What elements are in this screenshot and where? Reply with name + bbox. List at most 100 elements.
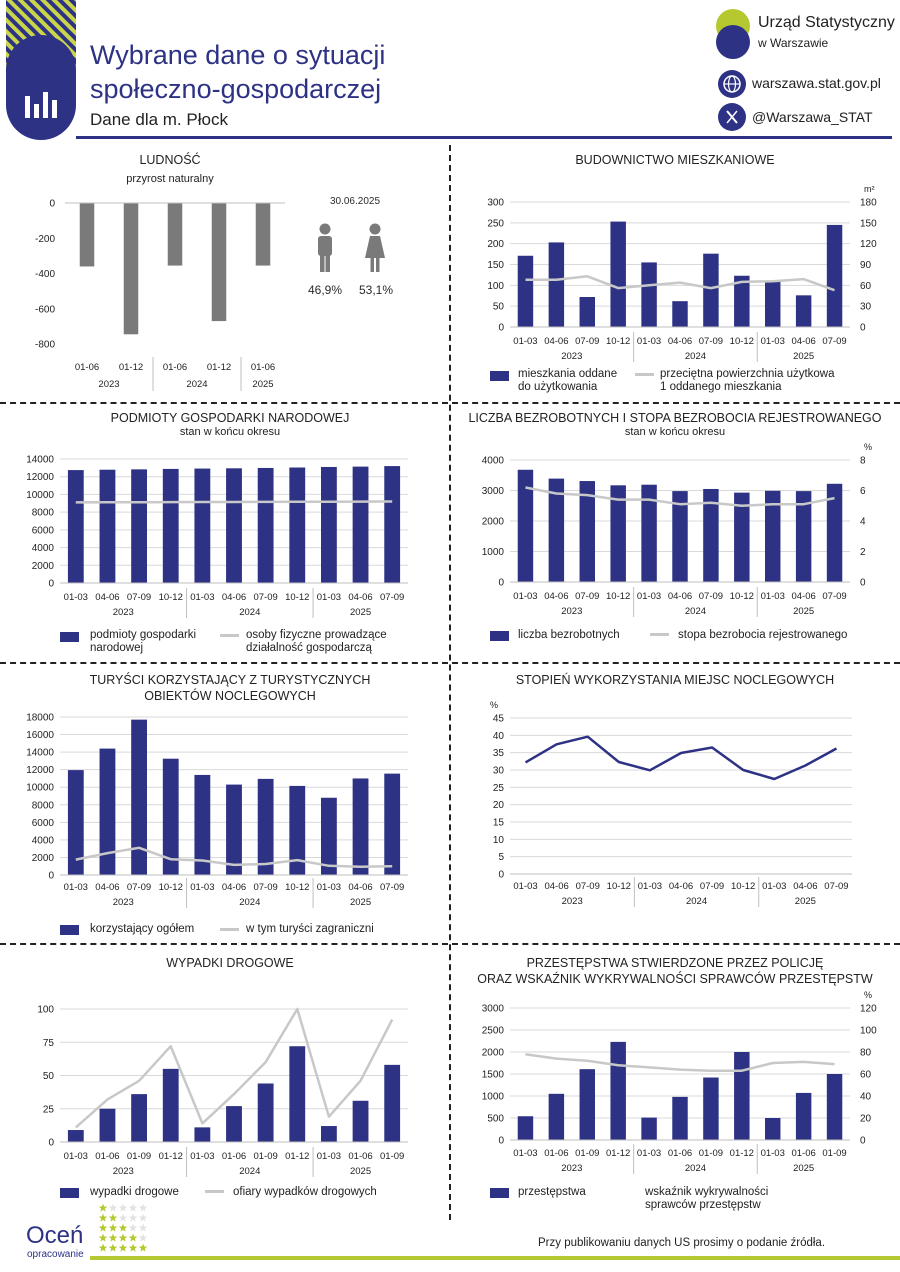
y-tick-label: 0 bbox=[48, 579, 54, 590]
rate-word[interactable]: Oceń bbox=[26, 1222, 84, 1249]
y-tick-label: 5 bbox=[498, 852, 504, 863]
x-tick-label: 07-09 bbox=[699, 591, 723, 602]
chart-bar bbox=[765, 281, 781, 327]
chart-bar bbox=[672, 301, 688, 327]
year-label: 2023 bbox=[561, 351, 582, 362]
x-tick-label: 07-09 bbox=[822, 591, 846, 602]
budownictwo-title: BUDOWNICTWO MIESZKANIOWE bbox=[575, 153, 775, 167]
legend-text: osoby fizyczne prowadzące bbox=[246, 629, 387, 641]
chart-bar bbox=[610, 221, 626, 327]
y2-tick-label: 8 bbox=[860, 456, 866, 467]
chart-bar bbox=[517, 1116, 534, 1140]
y-tick-label: 100 bbox=[487, 281, 504, 292]
x-tick-label: 01-09 bbox=[822, 1148, 846, 1159]
x-tick-label: 01-03 bbox=[761, 1148, 785, 1159]
series-line bbox=[525, 1052, 835, 1072]
x-tick-label: 10-12 bbox=[285, 882, 309, 893]
chart-bar bbox=[703, 1077, 719, 1140]
x-tick-label: 04-06 bbox=[348, 882, 372, 893]
x-tick-label: 07-09 bbox=[253, 592, 277, 603]
y2-unit-label: m² bbox=[864, 184, 875, 194]
chart-bar bbox=[610, 1041, 626, 1140]
przestepstwa-title-line2: ORAZ WSKAŹNIK WYKRYWALNOŚCI SPRAWCÓW PRZ… bbox=[477, 972, 873, 986]
y2-tick-label: 100 bbox=[860, 1026, 877, 1037]
legend-text: narodowej bbox=[90, 642, 144, 654]
chart-bar bbox=[226, 784, 242, 875]
x-tick-label: 10-12 bbox=[606, 591, 630, 602]
y-unit-label: % bbox=[490, 700, 498, 710]
y-tick-label: 75 bbox=[43, 1038, 55, 1049]
x-tick-label: 01-12 bbox=[207, 362, 231, 373]
przestepstwa-legend-1: przestępstwa bbox=[518, 1186, 586, 1198]
x-tick-label: 01-09 bbox=[127, 1151, 151, 1162]
chart-bar bbox=[703, 253, 719, 327]
x-tick-label: 01-06 bbox=[791, 1148, 815, 1159]
przestepstwa-legend-2: wskaźnik wykrywalności sprawców przestęp… bbox=[645, 1186, 768, 1212]
chart-bar bbox=[826, 483, 843, 582]
y2-tick-label: 120 bbox=[860, 1004, 877, 1015]
y-tick-label: 0 bbox=[498, 870, 504, 881]
x-tick-label: 04-06 bbox=[222, 592, 246, 603]
chart-bar bbox=[162, 1068, 179, 1142]
y2-tick-label: 40 bbox=[860, 1092, 872, 1103]
x-tick-label: 01-03 bbox=[64, 1151, 88, 1162]
chart-bar bbox=[795, 1092, 812, 1140]
chart-bar bbox=[99, 469, 116, 583]
legend-text: podmioty gospodarki bbox=[90, 629, 197, 641]
bezrobocie-subtitle: stan w końcu okresu bbox=[624, 426, 726, 438]
y2-tick-label: 20 bbox=[860, 1114, 872, 1125]
y-tick-label: 45 bbox=[493, 714, 505, 725]
y-tick-label: 0 bbox=[48, 871, 54, 882]
website-link[interactable]: warszawa.stat.gov.pl bbox=[752, 75, 881, 91]
x-tick-label: 01-12 bbox=[119, 362, 143, 373]
chart-bar bbox=[826, 224, 843, 327]
office-logo bbox=[713, 8, 753, 60]
turysci-chart: 0 2000 4000 6000 8000 10000 12000 14000 16000 180… bbox=[26, 713, 408, 908]
x-tick-label: 10-12 bbox=[731, 881, 755, 892]
chart-bar bbox=[162, 758, 179, 875]
x-tick-label: 10-12 bbox=[607, 881, 631, 892]
rating-star bbox=[118, 1213, 128, 1222]
legend-text: 1 oddanego mieszkania bbox=[660, 381, 782, 393]
year-label: 2025 bbox=[350, 607, 371, 618]
year-label: 2023 bbox=[113, 897, 134, 908]
y2-tick-label: 60 bbox=[860, 1070, 872, 1081]
x-tick-label: 07-09 bbox=[127, 882, 151, 893]
chart-bar bbox=[321, 797, 337, 875]
rate-sub: opracowanie bbox=[27, 1249, 84, 1260]
legend-text: działalność gospodarczą bbox=[246, 642, 372, 654]
x-tick-label: 04-06 bbox=[544, 336, 568, 347]
twitter-link[interactable]: @Warszawa_STAT bbox=[752, 109, 873, 125]
x-tick-label: 01-03 bbox=[638, 881, 662, 892]
series-line bbox=[525, 486, 835, 508]
y-tick-label: 14000 bbox=[26, 748, 54, 759]
rating-stars-icon[interactable] bbox=[98, 1203, 150, 1255]
header-logo-block bbox=[6, 0, 76, 140]
x-tick-label: 04-06 bbox=[791, 336, 815, 347]
year-label: 2024 bbox=[239, 1166, 260, 1177]
y-tick-label: 1500 bbox=[482, 1070, 505, 1081]
x-tick-label: 01-03 bbox=[513, 881, 537, 892]
x-tick-label: 01-06 bbox=[95, 1151, 119, 1162]
chart-bar bbox=[734, 492, 750, 582]
legend-text: wskaźnik wykrywalności bbox=[645, 1186, 769, 1198]
chart-bar bbox=[672, 491, 688, 582]
y-tick-label: 250 bbox=[487, 218, 504, 229]
x-tick-label: 04-06 bbox=[222, 882, 246, 893]
rating-star bbox=[108, 1223, 118, 1232]
y-tick-label: 0 bbox=[49, 199, 55, 210]
rating-star bbox=[138, 1213, 148, 1222]
rating-star bbox=[108, 1233, 118, 1242]
chart-bar bbox=[99, 748, 116, 875]
rating-star bbox=[128, 1243, 138, 1252]
column-divider bbox=[449, 145, 451, 1220]
bezrobocie-legend-2: stopa bezrobocia rejestrowanego bbox=[678, 629, 848, 641]
page-title-line1: Wybrane dane o sytuacji bbox=[90, 40, 386, 70]
y-tick-label: 0 bbox=[48, 1138, 54, 1149]
podmioty-chart: 0 2000 4000 6000 8000 10000 12000 14000 01-03 04-… bbox=[26, 455, 408, 618]
y-tick-label: 18000 bbox=[26, 713, 54, 724]
year-label: 2023 bbox=[98, 379, 119, 390]
x-tick-label: 01-06 bbox=[75, 362, 99, 373]
legend-text: do użytkowania bbox=[518, 381, 598, 393]
x-tick-label: 10-12 bbox=[730, 591, 754, 602]
